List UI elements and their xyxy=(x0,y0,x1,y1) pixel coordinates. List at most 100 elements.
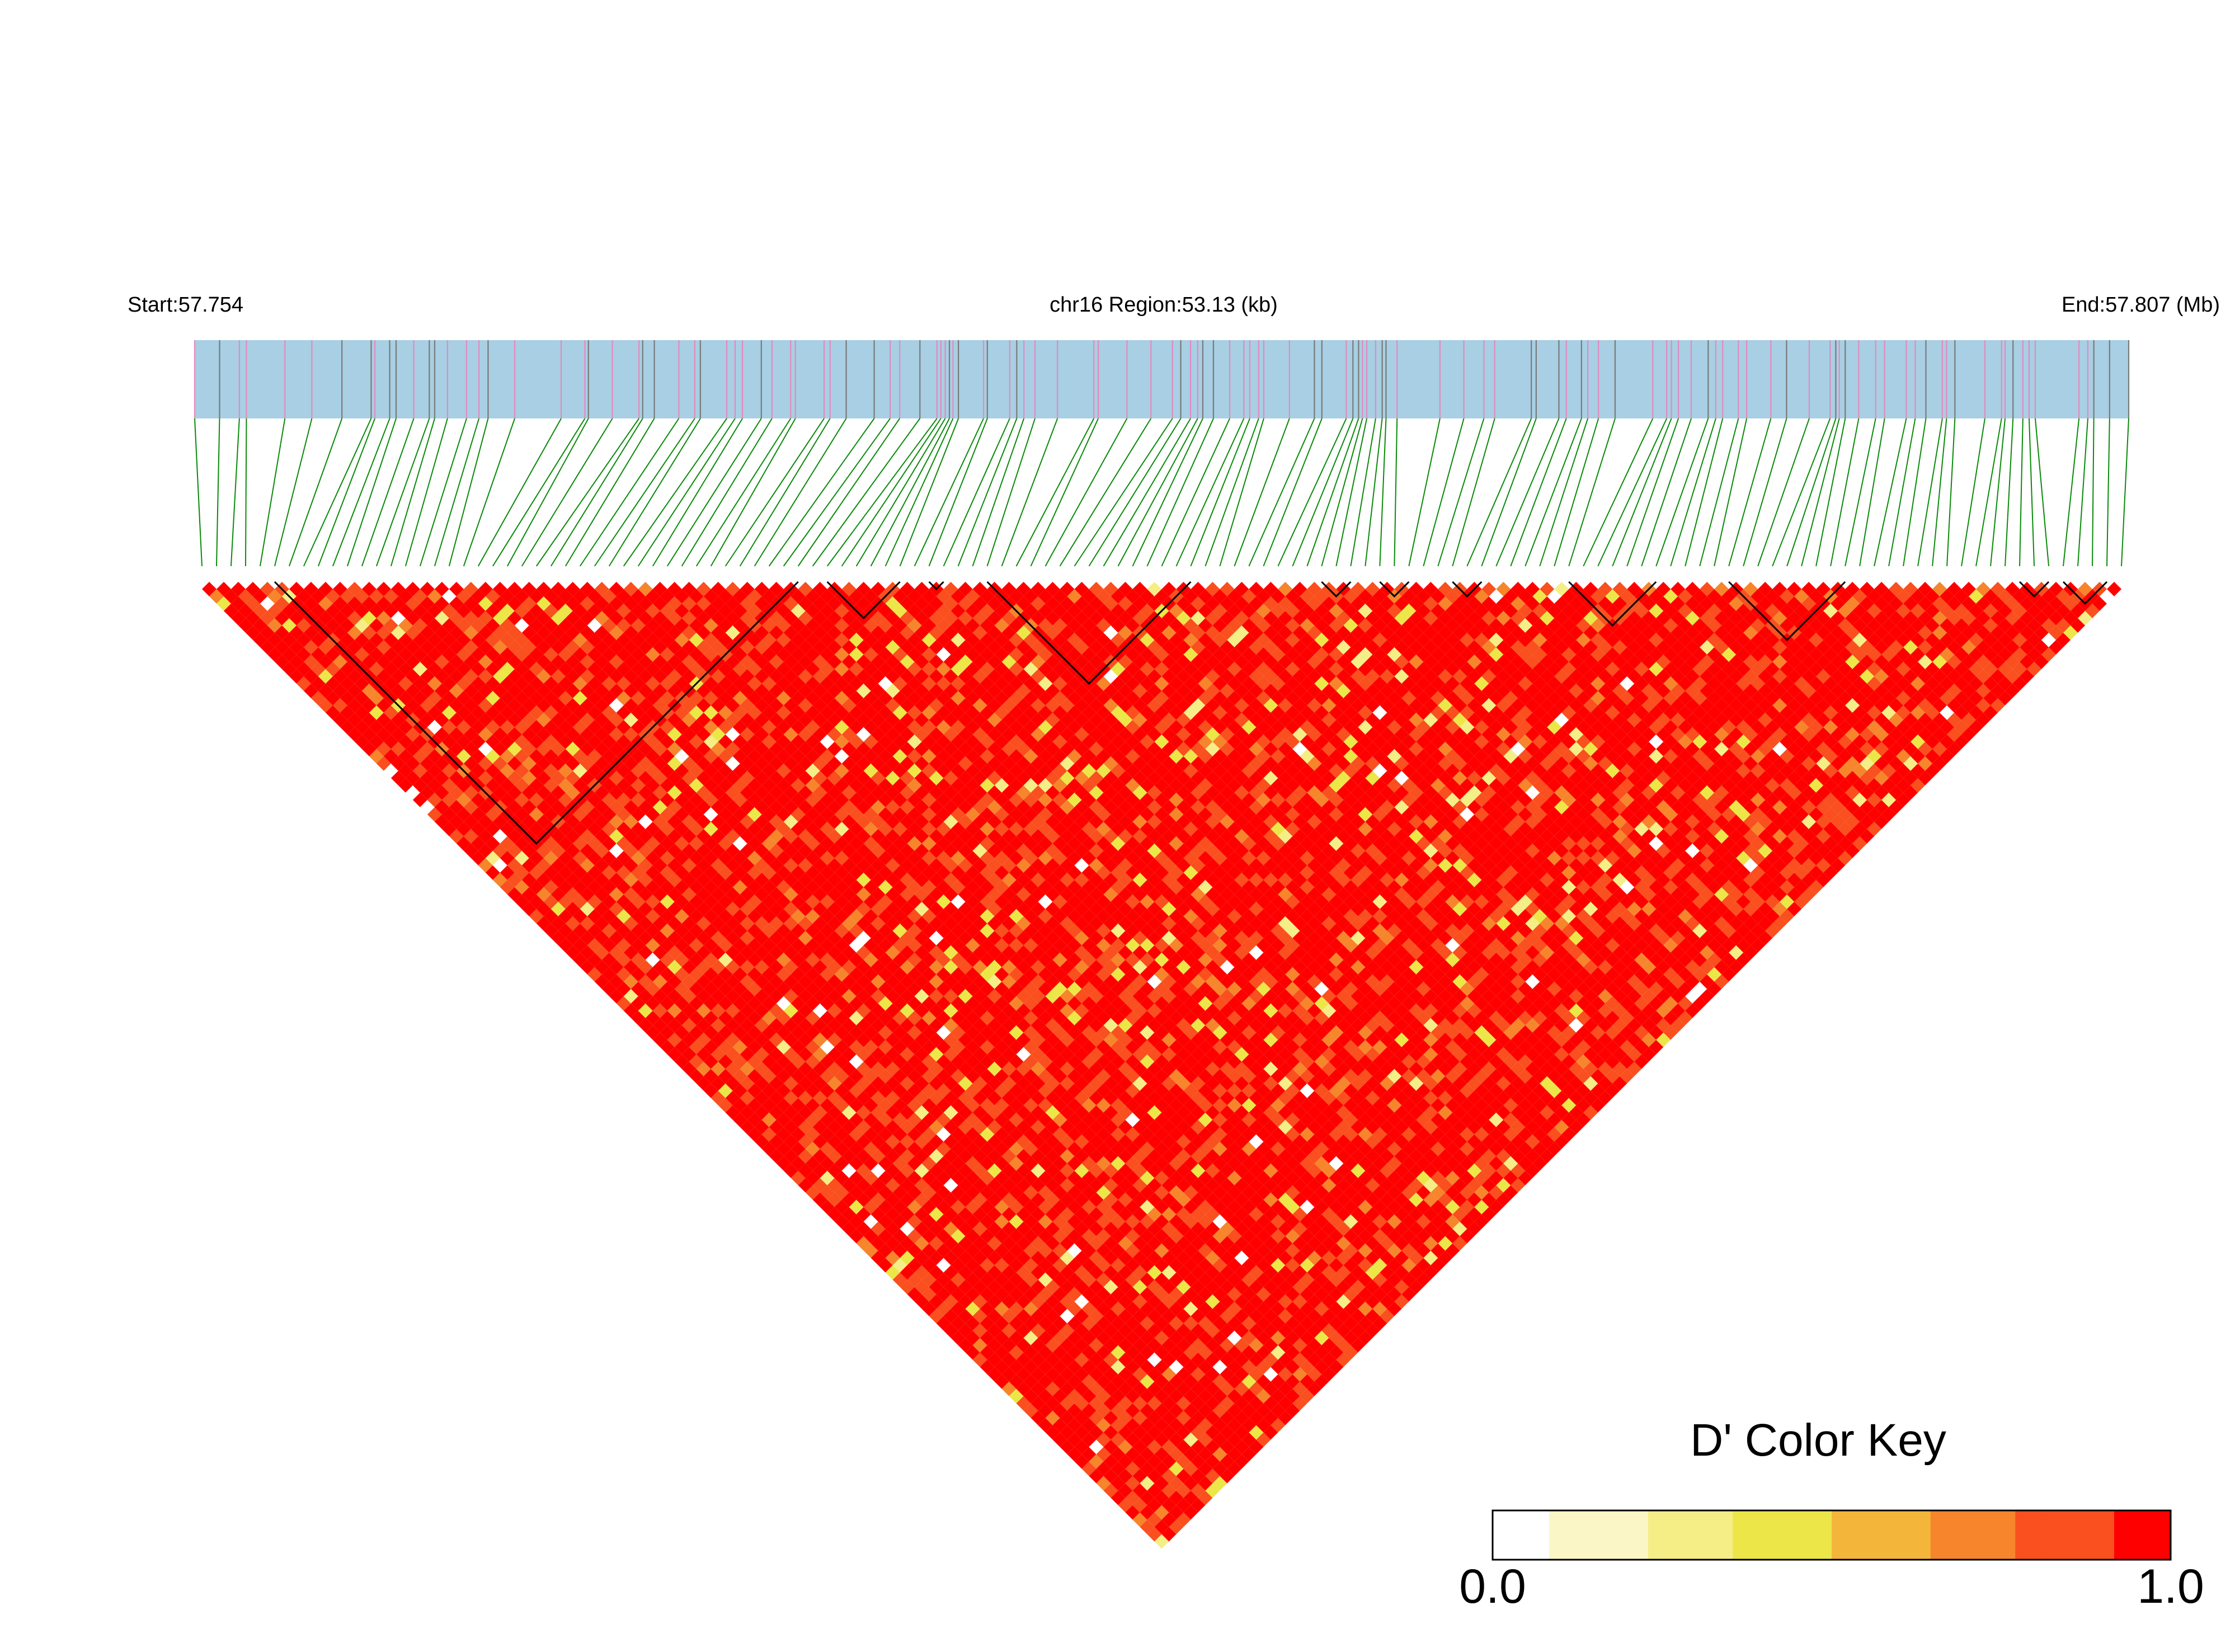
ld-cell xyxy=(1103,1338,1118,1353)
ld-cell xyxy=(478,639,493,655)
ld-cell xyxy=(390,756,406,771)
ld-cell xyxy=(885,1105,900,1120)
ld-cell xyxy=(274,610,289,625)
ld-cell xyxy=(1045,1396,1060,1411)
ld-cell xyxy=(711,901,726,916)
ld-cell xyxy=(485,676,500,691)
ld-cell xyxy=(820,1054,835,1069)
ld-cell xyxy=(623,814,638,829)
ld-cell xyxy=(463,625,478,640)
ld-cell xyxy=(1074,1352,1089,1367)
ld-cell xyxy=(1074,1207,1089,1222)
ld-cell xyxy=(776,938,791,953)
ld-cell xyxy=(449,829,464,844)
ld-cell xyxy=(660,865,675,880)
ld-cell xyxy=(543,865,558,880)
snp-connector xyxy=(2077,418,2088,567)
ld-cell xyxy=(645,938,660,953)
ld-cell xyxy=(1045,1338,1060,1353)
ld-cell xyxy=(536,887,551,902)
ld-cell xyxy=(463,712,478,727)
ld-cell xyxy=(907,1229,922,1244)
ld-cell xyxy=(521,799,537,815)
ld-cell xyxy=(980,1243,995,1258)
ld-cell xyxy=(972,1323,987,1338)
ld-cell xyxy=(660,836,675,851)
ld-cell xyxy=(558,850,573,865)
ld-cell xyxy=(827,1207,842,1222)
ld-cell xyxy=(929,1265,944,1280)
ld-cell xyxy=(521,858,537,873)
ld-cell xyxy=(565,741,580,756)
ld-cell xyxy=(1016,1309,1031,1324)
ld-cell xyxy=(507,639,522,655)
ld-cell xyxy=(718,1010,733,1025)
ld-cell xyxy=(441,661,457,676)
ld-cell xyxy=(514,865,529,880)
ld-cell xyxy=(267,589,282,604)
ld-cell xyxy=(536,916,551,931)
ld-cell xyxy=(863,1229,878,1244)
ld-cell xyxy=(1205,1483,1220,1498)
ld-cell xyxy=(754,945,769,960)
ld-cell xyxy=(1263,1410,1278,1425)
ld-cell xyxy=(1016,1323,1031,1338)
ld-cell xyxy=(1016,1221,1031,1236)
ld-cell xyxy=(361,639,377,655)
ld-cell xyxy=(892,1025,907,1040)
ld-cell xyxy=(1118,1294,1133,1309)
ld-cell xyxy=(1081,1301,1097,1316)
ld-cell xyxy=(609,989,624,1004)
ld-cell xyxy=(1081,1287,1097,1302)
ld-cell xyxy=(980,1185,995,1200)
ld-cell xyxy=(1009,1389,1024,1404)
ld-cell xyxy=(994,1258,1009,1273)
ld-cell xyxy=(754,887,769,902)
ld-cell xyxy=(543,719,558,735)
ld-cell xyxy=(580,930,595,945)
ld-cell xyxy=(289,582,304,596)
snp-position-track xyxy=(194,340,2130,418)
ld-cell xyxy=(1016,1367,1031,1382)
ld-cell xyxy=(936,1272,951,1287)
ld-cell xyxy=(427,632,442,647)
ld-cell xyxy=(441,589,457,604)
ld-cell xyxy=(856,1134,871,1149)
ld-cell xyxy=(1031,1221,1046,1236)
ld-cell xyxy=(1169,1374,1184,1389)
ld-cell xyxy=(478,712,493,727)
ld-cell xyxy=(1031,1323,1046,1338)
ld-cell xyxy=(332,683,347,698)
ld-cell xyxy=(1089,1236,1104,1251)
ld-cell xyxy=(405,654,420,669)
ld-cell xyxy=(1132,1323,1147,1338)
ld-cell xyxy=(820,1156,835,1171)
ld-cell xyxy=(543,894,558,909)
ld-cell xyxy=(412,792,427,807)
ld-cell xyxy=(412,763,427,778)
ld-cell xyxy=(754,901,769,916)
snp-connector xyxy=(1452,418,1495,567)
ld-cell xyxy=(645,778,660,793)
ld-cell xyxy=(660,792,675,807)
ld-cell xyxy=(1016,1192,1031,1207)
ld-cell xyxy=(1067,1418,1082,1433)
ld-cell xyxy=(958,1250,973,1265)
ld-cell xyxy=(609,843,624,858)
ld-cell xyxy=(1045,1221,1060,1236)
region-end-label: End:57.807 (Mb) xyxy=(2062,293,2220,317)
ld-cell xyxy=(623,974,638,989)
ld-cell xyxy=(754,1105,769,1120)
snp-connector xyxy=(1990,418,2006,567)
ld-cell xyxy=(1052,1214,1067,1229)
ld-cell xyxy=(565,872,580,887)
ld-cell xyxy=(863,1025,878,1040)
ld-cell xyxy=(972,1250,987,1265)
snp-connector xyxy=(2121,418,2129,567)
ld-cell xyxy=(558,676,573,691)
snp-connector xyxy=(1932,418,1947,567)
ld-cell xyxy=(536,814,551,829)
ld-cell xyxy=(1169,1490,1184,1505)
ld-cell xyxy=(1052,1272,1067,1287)
ld-cell xyxy=(1089,1265,1104,1280)
